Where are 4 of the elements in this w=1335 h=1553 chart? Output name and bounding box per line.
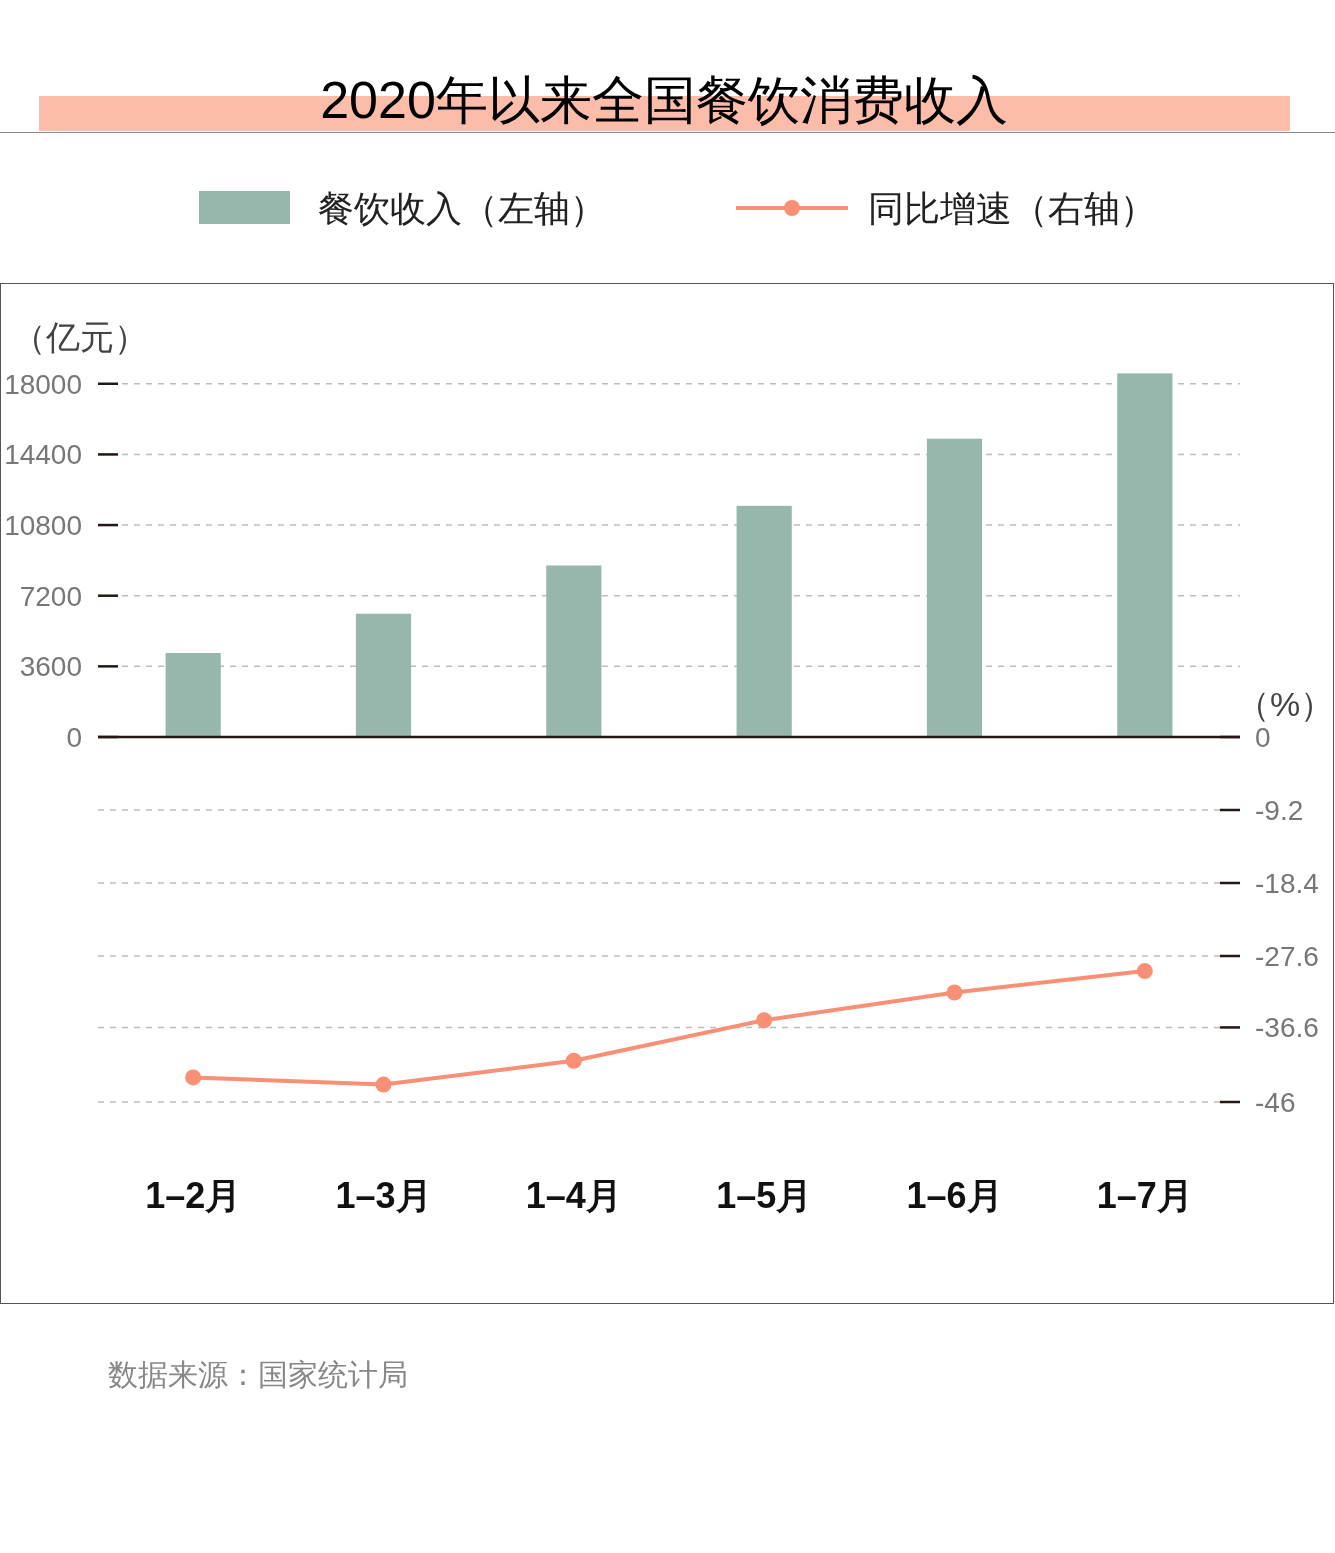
chart-title: 2020年以来全国餐饮消费收入 — [320, 71, 1008, 129]
annotation: 数据来源：国家统计局 — [108, 1358, 408, 1391]
y2label: （%） — [1236, 685, 1335, 723]
ylabel: （亿元） — [12, 318, 148, 356]
